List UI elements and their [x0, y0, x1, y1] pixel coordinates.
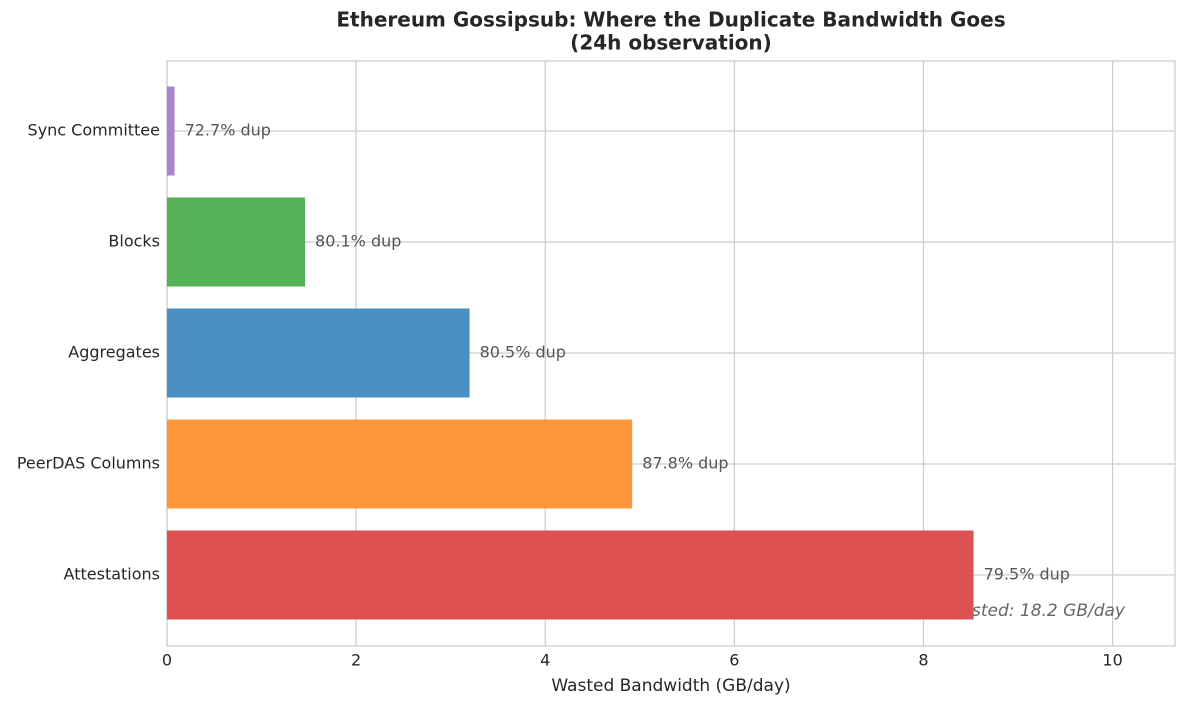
x-tick-label: 2 [351, 651, 361, 670]
x-tick-label: 10 [1102, 651, 1122, 670]
x-tick-label: 8 [918, 651, 928, 670]
chart-title: (24h observation) [570, 31, 772, 55]
y-tick-label: Attestations [64, 565, 160, 584]
x-tick-label: 6 [729, 651, 739, 670]
bar [167, 86, 175, 176]
x-tick-label: 0 [162, 651, 172, 670]
bar-annotation: 87.8% dup [642, 454, 728, 473]
bar [167, 530, 974, 620]
bar-annotation: 79.5% dup [984, 565, 1070, 584]
x-tick-label: 4 [540, 651, 550, 670]
y-tick-label: Blocks [108, 232, 160, 251]
y-tick-label: Sync Committee [28, 121, 160, 140]
y-tick-label: Aggregates [68, 343, 160, 362]
bar-annotation: 80.5% dup [480, 343, 566, 362]
bar [167, 308, 470, 398]
chart-title: Ethereum Gossipsub: Where the Duplicate … [336, 8, 1005, 32]
bar-annotation: 80.1% dup [315, 232, 401, 251]
bar [167, 197, 306, 287]
bar-annotation: 72.7% dup [185, 121, 271, 140]
y-tick-label: PeerDAS Columns [17, 454, 160, 473]
bar [167, 419, 633, 509]
x-axis-label: Wasted Bandwidth (GB/day) [551, 676, 790, 696]
